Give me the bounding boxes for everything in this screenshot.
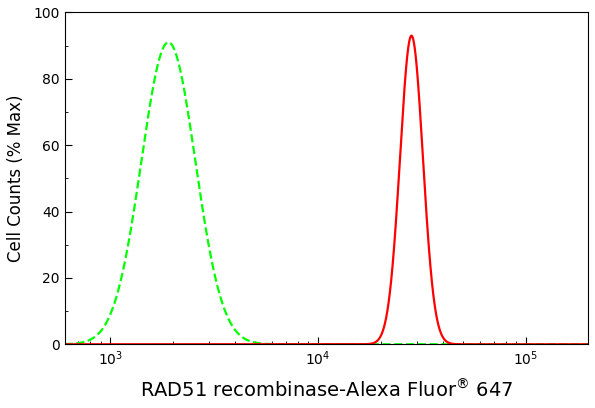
X-axis label: RAD51 recombinase-Alexa Fluor$^{\circledR}$ 647: RAD51 recombinase-Alexa Fluor$^{\circled… <box>140 379 513 401</box>
Y-axis label: Cell Counts (% Max): Cell Counts (% Max) <box>7 95 25 262</box>
